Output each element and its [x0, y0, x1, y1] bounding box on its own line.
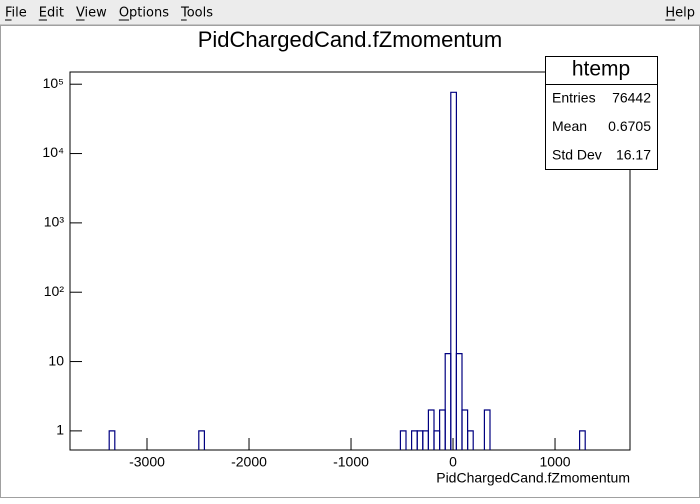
histogram-bin [455, 353, 463, 450]
x-tick-label: -3000 [129, 454, 165, 470]
stats-value: 76442 [612, 90, 651, 106]
histogram-bin [399, 430, 407, 450]
plot-frame [69, 71, 631, 451]
x-tick-label: -2000 [231, 454, 267, 470]
y-tick-label: 1 [56, 422, 64, 438]
x-tick-label: 1000 [539, 454, 570, 470]
menu-help[interactable]: Help [665, 6, 695, 21]
histogram-bin [450, 91, 457, 450]
menu-bar [0, 0, 700, 25]
stats-value: 16.17 [616, 147, 651, 163]
histogram-bin [108, 430, 116, 450]
x-tick-label: 0 [449, 454, 457, 470]
menu-item[interactable]: Edit [39, 6, 64, 21]
stats-value: 0.6705 [608, 118, 651, 134]
menu-item[interactable]: File [5, 6, 27, 21]
stats-label: Std Dev [552, 147, 602, 163]
histogram-bin [198, 430, 205, 450]
menu-item[interactable]: Options [119, 6, 169, 21]
menu-item[interactable]: View [76, 6, 107, 21]
x-tick-label: -1000 [333, 454, 369, 470]
stats-label: Entries [552, 90, 596, 106]
y-tick-label: 10⁴ [42, 144, 64, 160]
histogram-bin [461, 409, 469, 450]
histogram-bin [579, 430, 586, 450]
y-tick-label: 10⁵ [43, 75, 64, 91]
stats-title: htemp [572, 58, 630, 81]
histogram-bin [483, 409, 491, 450]
histogram-bin [467, 430, 474, 450]
y-tick-label: 10³ [44, 214, 65, 230]
stats-label: Mean [552, 118, 587, 134]
x-axis-label: PidChargedCand.fZmomentum [436, 470, 630, 486]
chart-title: PidChargedCand.fZmomentum [198, 27, 502, 52]
y-tick-label: 10² [44, 283, 65, 299]
histogram-bin [427, 409, 435, 450]
y-tick-label: 10 [48, 352, 64, 368]
menu-item[interactable]: Tools [180, 6, 213, 21]
stats-box [545, 56, 658, 170]
